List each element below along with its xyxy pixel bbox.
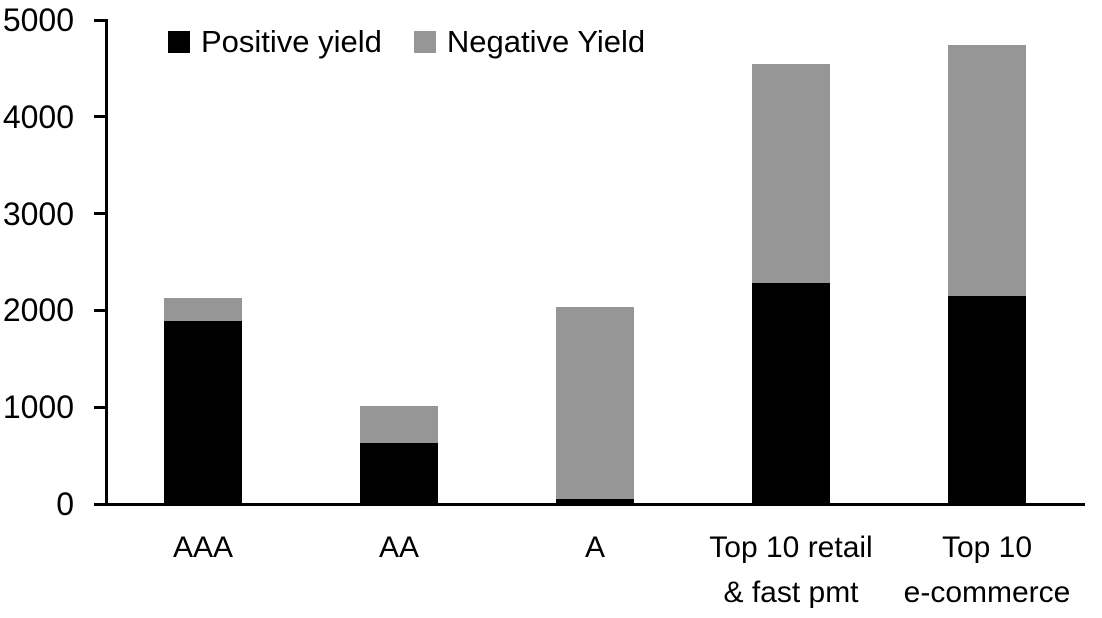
legend: Positive yield Negative Yield bbox=[168, 24, 645, 60]
legend-label-negative-yield: Negative Yield bbox=[446, 24, 646, 59]
bar-segment-positive-top-10-retail-fast-pmt bbox=[752, 283, 830, 504]
y-tick bbox=[94, 212, 105, 216]
x-axis-label: Top 10 e-commerce bbox=[877, 525, 1097, 615]
bar-segment-positive-a bbox=[556, 499, 634, 504]
legend-label-positive-yield: Positive yield bbox=[201, 24, 382, 59]
legend-swatch-positive-yield bbox=[168, 31, 190, 53]
bar-segment-negative-top-10-retail-fast-pmt bbox=[752, 64, 830, 284]
x-axis-label-line: e-commerce bbox=[903, 576, 1071, 609]
bar-segment-negative-top-10-e-commerce bbox=[948, 45, 1026, 296]
y-tick bbox=[94, 502, 105, 506]
x-axis-label-line: AA bbox=[378, 531, 420, 564]
bar-segment-positive-top-10-e-commerce bbox=[948, 295, 1026, 504]
x-axis-label: AA bbox=[289, 525, 509, 570]
bar-segment-negative-a bbox=[556, 307, 634, 500]
y-tick-label: 1000 bbox=[2, 389, 74, 426]
legend-item-positive-yield: Positive yield bbox=[168, 24, 382, 60]
x-axis-label-line: Top 10 retail bbox=[709, 531, 873, 564]
legend-item-negative-yield: Negative Yield bbox=[413, 24, 646, 60]
y-tick-label: 0 bbox=[56, 486, 74, 522]
bar-segment-negative-aa bbox=[360, 405, 438, 443]
bar-segment-positive-aa bbox=[360, 443, 438, 504]
y-tick-label: 3000 bbox=[2, 195, 74, 232]
y-tick bbox=[94, 18, 105, 22]
y-tick-label: 4000 bbox=[2, 98, 74, 135]
x-axis-label: Top 10 retail & fast pmt bbox=[681, 525, 901, 615]
bar-segment-positive-aaa bbox=[164, 321, 242, 504]
x-axis-label: A bbox=[485, 525, 705, 570]
y-tick bbox=[94, 115, 105, 119]
x-axis-label: AAA bbox=[93, 525, 313, 570]
y-tick bbox=[94, 308, 105, 312]
x-axis bbox=[94, 502, 1085, 506]
y-tick-label: 2000 bbox=[2, 292, 74, 329]
x-axis-label-line: AAA bbox=[172, 531, 234, 564]
y-tick bbox=[94, 405, 105, 409]
y-axis bbox=[105, 19, 108, 506]
legend-swatch-negative-yield bbox=[413, 31, 436, 53]
x-axis-label-line: Top 10 bbox=[941, 531, 1033, 564]
y-tick-label: 5000 bbox=[2, 2, 74, 38]
x-axis-label-line: & fast pmt bbox=[723, 576, 859, 609]
bar-segment-negative-aaa bbox=[164, 298, 242, 322]
x-axis-label-line: A bbox=[584, 531, 605, 564]
